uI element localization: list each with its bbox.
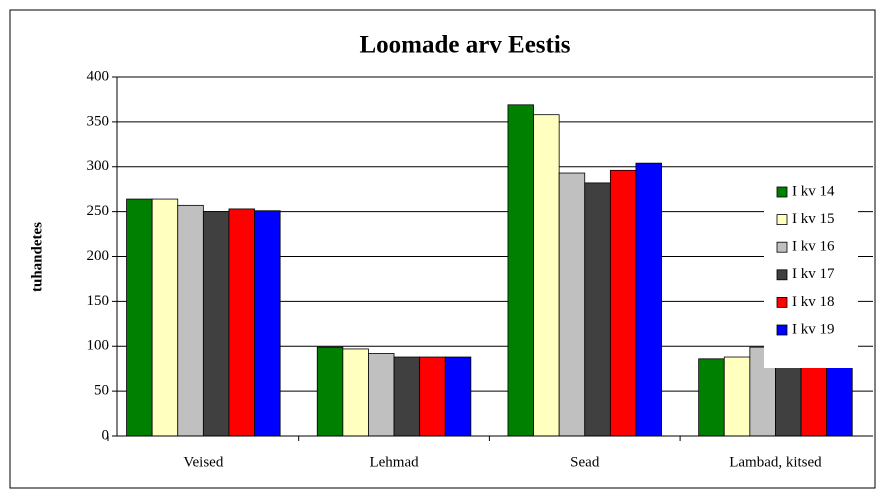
y-tick-label: 400 bbox=[87, 68, 110, 84]
bar bbox=[126, 198, 153, 437]
legend-label: I kv 17 bbox=[792, 266, 835, 282]
legend-label: I kv 18 bbox=[792, 294, 835, 310]
bar bbox=[533, 114, 560, 437]
bar bbox=[342, 348, 369, 437]
bar bbox=[826, 356, 853, 437]
legend-marker bbox=[776, 296, 788, 308]
bar bbox=[151, 198, 179, 437]
legend-marker bbox=[776, 186, 788, 198]
bar bbox=[202, 211, 230, 437]
y-tick-label: 150 bbox=[87, 293, 110, 309]
legend-marker bbox=[776, 269, 788, 281]
bar bbox=[228, 208, 255, 437]
bar bbox=[635, 162, 662, 437]
bar bbox=[723, 356, 751, 437]
x-tick-label: Veised bbox=[183, 454, 223, 470]
legend-marker bbox=[776, 324, 788, 336]
bar bbox=[609, 169, 637, 437]
y-tick-label: 350 bbox=[87, 113, 110, 129]
y-tick-label: 300 bbox=[87, 158, 110, 174]
bar bbox=[316, 346, 344, 437]
legend-label: I kv 14 bbox=[792, 183, 835, 199]
x-tick-label: Lambad, kitsed bbox=[729, 454, 822, 470]
bar bbox=[368, 353, 395, 437]
chart-title: Loomade arv Eestis bbox=[359, 32, 570, 59]
bar bbox=[177, 204, 204, 437]
y-tick-label: 250 bbox=[87, 203, 110, 219]
bar bbox=[507, 104, 534, 437]
legend-label: I kv 16 bbox=[792, 239, 835, 255]
bar bbox=[444, 356, 472, 437]
y-axis-label: tuhandetes bbox=[29, 222, 45, 292]
y-tick-label: 200 bbox=[87, 248, 110, 264]
bar bbox=[419, 356, 446, 437]
legend-label: I kv 19 bbox=[792, 321, 835, 337]
legend-label: I kv 15 bbox=[792, 211, 835, 227]
y-tick-label: 100 bbox=[87, 338, 110, 354]
x-tick-label: Lehmad bbox=[369, 454, 419, 470]
bar bbox=[698, 358, 725, 437]
bar bbox=[254, 210, 281, 437]
bar bbox=[558, 172, 586, 437]
bar bbox=[584, 182, 611, 437]
x-tick-label: Sead bbox=[570, 454, 600, 470]
y-tick-label: 50 bbox=[94, 383, 109, 399]
bar bbox=[393, 356, 421, 437]
y-tick-label: 0 bbox=[102, 427, 110, 443]
legend-marker bbox=[776, 241, 788, 253]
bar bbox=[800, 354, 828, 437]
legend-marker bbox=[776, 214, 788, 226]
